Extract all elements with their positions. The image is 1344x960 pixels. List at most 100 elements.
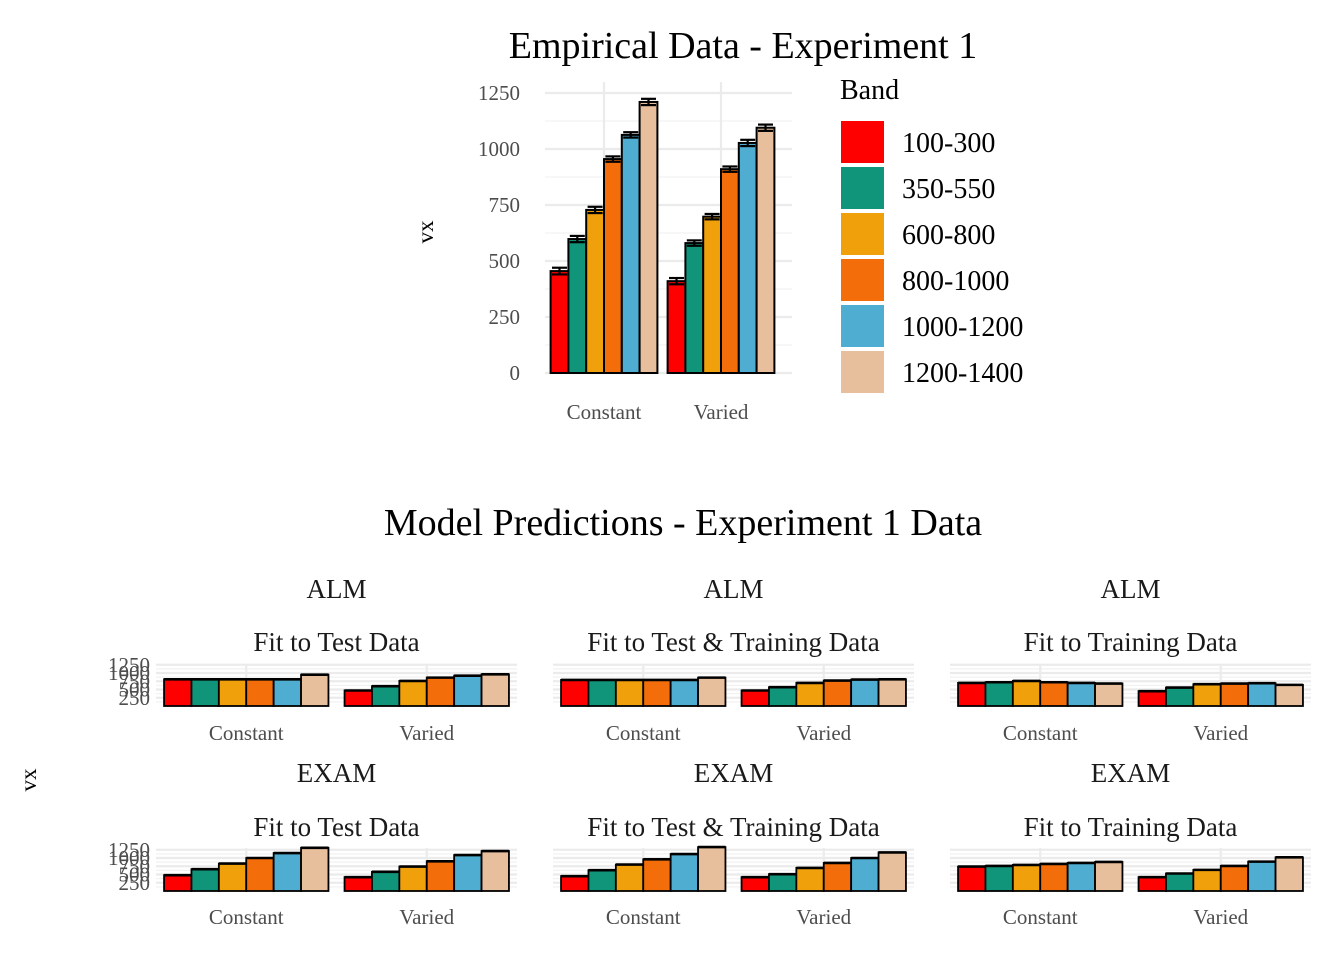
x-tick-label: Constant	[606, 905, 681, 929]
facet-fit-label: Fit to Training Data	[1024, 812, 1238, 842]
bar-350-550-Constant	[190, 868, 220, 892]
y-tick-label: 250	[119, 686, 151, 710]
bar-1200-1400-Varied	[1274, 683, 1304, 707]
legend-key-800-1000	[841, 259, 884, 301]
x-tick-label: Varied	[1193, 721, 1248, 745]
bar-600-800-Varied	[795, 682, 825, 707]
bar-800-1000-Varied	[1219, 682, 1250, 707]
facet-fit-label: Fit to Test & Training Data	[587, 812, 879, 842]
bar-100-300-Constant	[163, 678, 193, 707]
bar-600-800-Constant	[1011, 864, 1042, 892]
bar-1200-1400-Constant	[300, 846, 330, 892]
bar-100-300-Constant	[957, 865, 987, 892]
bar-600-800-Constant	[614, 679, 645, 707]
bar-800-1000-Varied	[1219, 865, 1250, 892]
bar-1200-1400-Varied	[480, 673, 510, 707]
bar-1200-1400-Varied	[755, 126, 776, 374]
bar-100-300-Varied	[666, 280, 687, 374]
y-tick-label: 1000	[108, 846, 150, 870]
bar-800-1000-Constant	[642, 679, 672, 707]
bar-1200-1400-Varied	[480, 850, 510, 892]
legend-key-600-800	[841, 213, 884, 255]
bar-1200-1400-Constant	[1094, 682, 1124, 707]
bar-600-800-Constant	[585, 208, 606, 374]
legend-label: 350-550	[902, 174, 995, 205]
bar-1000-1200-Constant	[1066, 862, 1096, 892]
legend-label: 1000-1200	[902, 312, 1023, 343]
empirical-y-axis-title: vx	[413, 220, 438, 244]
y-tick-label: 0	[510, 361, 521, 385]
bar-100-300-Constant	[560, 679, 590, 707]
y-tick-label: 1250	[108, 653, 150, 677]
x-tick-label: Varied	[796, 905, 851, 929]
facet-panel-6: EXAM Fit to Training Data Constant Varied	[950, 758, 1311, 929]
bar-100-300-Constant	[163, 874, 193, 892]
bar-1000-1200-Constant	[272, 852, 302, 892]
bar-100-300-Constant	[560, 875, 590, 892]
bar-800-1000-Constant	[603, 158, 623, 374]
legend-key-1200-1400	[841, 351, 884, 393]
bar-1000-1200-Varied	[453, 854, 483, 892]
facet-panel-5: EXAM Fit to Test & Training Data Constant V…	[553, 758, 914, 929]
x-tick-label: Constant	[1003, 905, 1078, 929]
x-tick-label: Varied	[399, 905, 454, 929]
facet-model-label: EXAM	[297, 758, 377, 788]
x-tick-label: Constant	[209, 905, 284, 929]
bar-1200-1400-Constant	[300, 673, 330, 707]
bar-800-1000-Constant	[1039, 681, 1069, 707]
y-tick-label: 1000	[108, 661, 150, 685]
bar-1000-1200-Varied	[1247, 682, 1277, 707]
y-tick-label: 500	[119, 678, 151, 702]
y-tick-label: 1000	[478, 137, 520, 161]
legend: 100-300 350-550 600-800 800-1000 1000-1200 12…	[841, 121, 1023, 393]
legend-key-100-300	[841, 121, 884, 163]
legend-label: 100-300	[902, 128, 995, 159]
legend-key-1000-1200	[841, 305, 884, 347]
bar-350-550-Varied	[371, 870, 401, 892]
bar-1200-1400-Varied	[1274, 856, 1304, 892]
bar-600-800-Constant	[614, 863, 645, 892]
facet-fit-label: Fit to Test & Training Data	[587, 627, 879, 657]
bar-1000-1200-Constant	[669, 853, 699, 892]
model-chart-title: Model Predictions - Experiment 1 Data	[384, 502, 982, 544]
facet-model-label: ALM	[307, 574, 367, 604]
bar-1200-1400-Varied	[877, 678, 907, 707]
legend-label: 600-800	[902, 220, 995, 251]
bar-100-300-Constant	[549, 270, 570, 374]
bar-800-1000-Constant	[1039, 863, 1069, 892]
bar-600-800-Constant	[217, 862, 248, 892]
bar-100-300-Varied	[740, 876, 770, 892]
bar-1000-1200-Varied	[850, 678, 880, 707]
bar-100-300-Varied	[740, 689, 770, 707]
facet-fit-label: Fit to Training Data	[1024, 627, 1238, 657]
empirical-chart-title: Empirical Data - Experiment 1	[509, 25, 978, 67]
facet-model-label: EXAM	[694, 758, 774, 788]
bar-1200-1400-Constant	[638, 100, 659, 375]
bar-350-550-Varied	[768, 686, 798, 707]
bar-1200-1400-Constant	[697, 676, 727, 707]
x-tick-label: Constant	[606, 721, 681, 745]
bar-100-300-Constant	[957, 682, 987, 707]
facet-model-label: ALM	[1101, 574, 1161, 604]
facet-fit-label: Fit to Test Data	[253, 627, 419, 657]
bar-350-550-Constant	[190, 678, 220, 707]
bar-100-300-Varied	[1137, 690, 1167, 707]
bar-600-800-Varied	[398, 680, 428, 707]
x-tick-label: Constant	[209, 721, 284, 745]
bar-350-550-Varied	[684, 242, 705, 374]
bar-350-550-Constant	[567, 238, 588, 374]
bar-350-550-Varied	[768, 873, 798, 892]
empirical-plot: 0 250 500 750 1000 1250 Constant Varied	[478, 81, 792, 424]
x-tick-label: Varied	[796, 721, 851, 745]
bar-350-550-Varied	[1165, 872, 1195, 892]
bar-800-1000-Constant	[245, 857, 275, 892]
bar-1000-1200-Varied	[850, 857, 880, 892]
legend-title: Band	[840, 75, 899, 106]
bar-800-1000-Varied	[720, 168, 740, 374]
bar-1000-1200-Varied	[453, 674, 483, 707]
bar-350-550-Constant	[984, 681, 1014, 707]
bar-100-300-Varied	[1137, 876, 1167, 892]
